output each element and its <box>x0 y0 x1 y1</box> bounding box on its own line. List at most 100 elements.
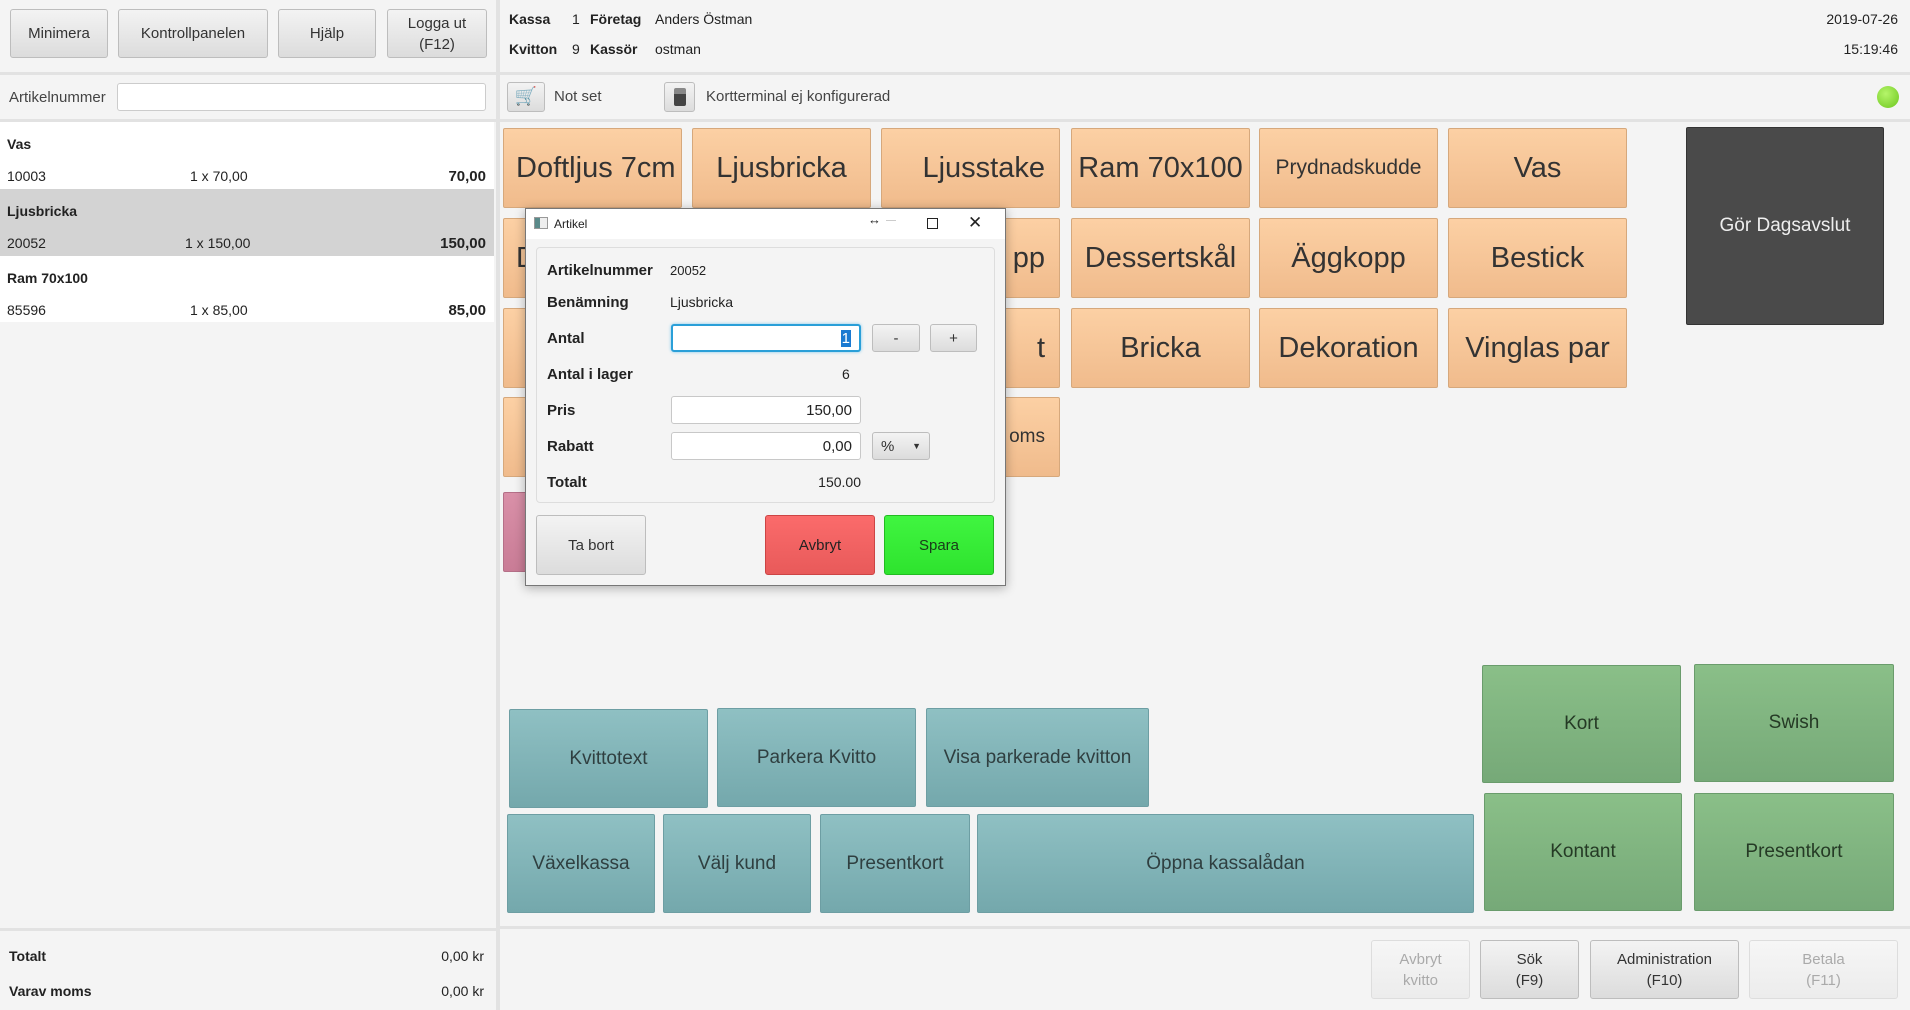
article-number-input[interactable] <box>117 83 486 111</box>
product-label: Ljusbricka <box>716 151 847 184</box>
qty-plus-button[interactable]: + <box>930 324 977 352</box>
dialog-total-value: 150.00 <box>818 474 861 490</box>
help-button[interactable]: Hjälp <box>278 9 376 58</box>
totals-panel: Totalt 0,00 kr Varav moms 0,00 kr <box>0 928 496 1010</box>
receipt-row-selected[interactable]: Ljusbricka 20052 1 x 150,00 150,00 <box>0 189 494 256</box>
close-icon[interactable]: ✕ <box>968 213 983 232</box>
cashier-label: Kassör <box>590 41 638 57</box>
item-number: 85596 <box>7 302 46 318</box>
item-qty: 1 x 150,00 <box>185 235 251 251</box>
product-button[interactable]: Ljusstake <box>881 128 1060 208</box>
pay-swish-button[interactable]: Swish <box>1694 664 1894 782</box>
price-input[interactable]: 150,00 <box>671 396 861 424</box>
pay-button[interactable]: Betala (F11) <box>1749 940 1898 999</box>
pay-shortcut: (F11) <box>1806 971 1841 989</box>
discount-input[interactable]: 0,00 <box>671 432 861 460</box>
discount-unit-value: % <box>881 437 895 455</box>
product-label: Prydnadskudde <box>1275 156 1422 179</box>
control-panel-button[interactable]: Kontrollpanelen <box>118 9 268 58</box>
total-label: Totalt <box>9 948 47 964</box>
product-label: Bestick <box>1490 241 1585 274</box>
cancel-receipt-button[interactable]: Avbryt kvitto <box>1371 940 1470 999</box>
product-button[interactable]: Dekoration <box>1259 308 1438 388</box>
qty-value: 1 <box>840 329 851 347</box>
item-total: 150,00 <box>440 235 486 252</box>
minimize-icon[interactable] <box>886 220 896 221</box>
vat-label: Varav moms <box>9 983 92 999</box>
divider <box>500 926 1910 929</box>
product-button[interactable]: Bestick <box>1448 218 1627 298</box>
item-name: Ljusbricka <box>7 203 78 219</box>
product-button[interactable]: Vas <box>1448 128 1627 208</box>
receipt-list: Vas 10003 1 x 70,00 70,00 Ljusbricka 20052 1 … <box>0 122 496 928</box>
show-parked-button[interactable]: Visa parkerade kvitton <box>926 708 1149 807</box>
search-button[interactable]: Sök (F9) <box>1480 940 1579 999</box>
product-label: oms <box>1009 426 1045 447</box>
product-button[interactable]: Vinglas par <box>1448 308 1627 388</box>
product-label: Äggkopp <box>1291 241 1406 274</box>
pay-cash-button[interactable]: Kontant <box>1484 793 1682 911</box>
cancel-button[interactable]: Avbryt <box>765 515 875 575</box>
receipt-label: Kvitton <box>509 41 558 57</box>
search-bar: Artikelnummer <box>0 76 496 122</box>
name-value: Ljusbricka <box>670 294 734 310</box>
resize-icon: ↔ <box>868 212 881 227</box>
discount-unit-select[interactable]: % ▼ <box>872 432 930 460</box>
product-button[interactable]: Ram 70x100 <box>1071 128 1250 208</box>
product-button[interactable]: Dessertskål <box>1071 218 1250 298</box>
item-qty: 1 x 70,00 <box>190 168 248 184</box>
product-button[interactable]: Äggkopp <box>1259 218 1438 298</box>
product-label: Ljusstake <box>922 151 1045 184</box>
receipt-row[interactable]: Ram 70x100 85596 1 x 85,00 85,00 <box>0 256 494 322</box>
kassa-label: Kassa <box>509 11 551 27</box>
delete-button[interactable]: Ta bort <box>536 515 646 575</box>
minimize-label: Minimera <box>28 25 90 42</box>
administration-button[interactable]: Administration (F10) <box>1590 940 1739 999</box>
receipt-text-button[interactable]: Kvittotext <box>509 709 708 808</box>
item-number: 10003 <box>7 168 46 184</box>
dialog-total-label: Totalt <box>547 474 587 491</box>
maximize-icon[interactable] <box>927 218 938 229</box>
kassa-value: 1 <box>572 11 580 27</box>
item-total: 70,00 <box>448 168 486 185</box>
pay-gift-card-label: Presentkort <box>1745 841 1843 862</box>
product-button[interactable]: Bricka <box>1071 308 1250 388</box>
save-button[interactable]: Spara <box>884 515 994 575</box>
change-fund-button[interactable]: Växelkassa <box>507 814 655 913</box>
minimize-button[interactable]: Minimera <box>10 9 108 58</box>
select-customer-label: Välj kund <box>697 852 777 874</box>
pay-label: Betala <box>1802 950 1845 968</box>
park-receipt-button[interactable]: Parkera Kvitto <box>717 708 916 807</box>
date: 2019-07-26 <box>1826 11 1898 27</box>
qty-minus-button[interactable]: - <box>872 324 920 352</box>
pay-card-label: Kort <box>1564 713 1599 734</box>
product-label: Ram 70x100 <box>1078 151 1243 184</box>
pay-gift-card-button[interactable]: Presentkort <box>1694 793 1894 911</box>
customer-button[interactable]: 🛒 <box>507 82 545 112</box>
qty-label: Antal <box>547 330 585 347</box>
card-terminal-button[interactable] <box>664 82 695 112</box>
product-label: Vas <box>1513 151 1562 184</box>
gift-card-action-button[interactable]: Presentkort <box>820 814 970 913</box>
qty-input[interactable]: 1 <box>671 324 861 352</box>
cancel-receipt-label: Avbryt <box>1399 950 1442 968</box>
logout-button[interactable]: Logga ut (F12) <box>387 9 487 58</box>
search-label: Artikelnummer <box>9 89 106 106</box>
save-label: Spara <box>918 536 960 554</box>
window-app-icon <box>534 217 548 229</box>
pay-card-button[interactable]: Kort <box>1482 665 1681 783</box>
stock-value: 6 <box>842 366 850 382</box>
customer-status: Not set <box>554 88 602 105</box>
product-button[interactable]: Ljusbricka <box>692 128 871 208</box>
product-button[interactable]: Prydnadskudde <box>1259 128 1438 208</box>
receipt-row[interactable]: Vas 10003 1 x 70,00 70,00 <box>0 122 494 189</box>
item-total: 85,00 <box>448 302 486 319</box>
product-label: pp <box>1012 241 1045 274</box>
day-close-button[interactable]: Gör Dagsavslut <box>1686 127 1884 325</box>
receipt-text-label: Kvittotext <box>569 747 648 769</box>
select-customer-button[interactable]: Välj kund <box>663 814 811 913</box>
product-button[interactable]: Doftljus 7cm <box>503 128 682 208</box>
open-drawer-button[interactable]: Öppna kassalådan <box>977 814 1474 913</box>
discount-value: 0,00 <box>822 437 852 455</box>
change-fund-label: Växelkassa <box>532 852 630 874</box>
